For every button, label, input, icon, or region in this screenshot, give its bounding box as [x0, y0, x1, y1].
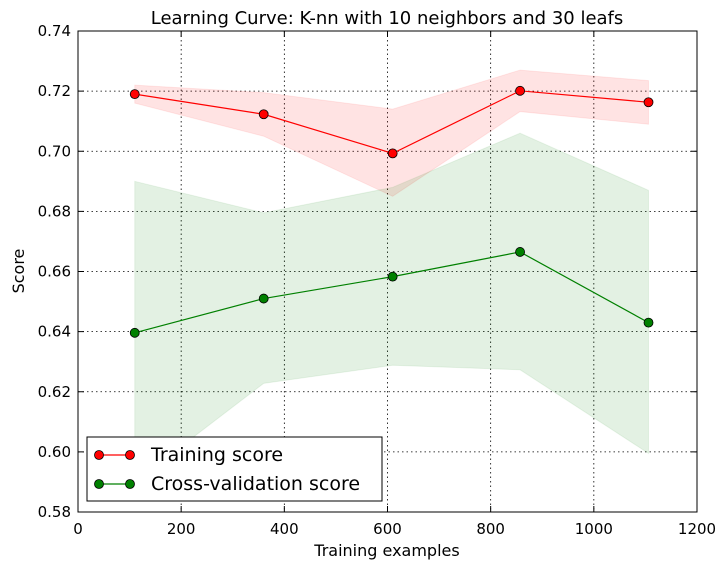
legend-marker-training [94, 450, 104, 460]
grid-lines [78, 31, 697, 512]
confidence-bands [134, 69, 650, 483]
x-tick-label: 800 [476, 520, 505, 538]
cross-validation-score-point [515, 247, 525, 257]
legend-box [86, 436, 383, 502]
axis-ticks: 0 200 400 600 800 1000 1200 0.58 0.60 0.62 0.64 0.6… [38, 22, 717, 538]
training-score-point [129, 89, 140, 100]
cross-validation-score-point [258, 293, 269, 304]
training-score-point [515, 85, 525, 96]
x-tick-label: 400 [270, 520, 299, 538]
legend-label-cross-validation: Cross-validation score [151, 473, 360, 495]
training-score-band [134, 69, 650, 197]
y-tick-label: 0.64 [38, 323, 71, 341]
y-tick-label: 0.66 [38, 263, 71, 281]
y-tick-label: 0.72 [38, 82, 71, 100]
legend: Training score Cross-validation score [86, 436, 383, 502]
cross-validation-score-point [387, 271, 398, 282]
legend-marker-cross-validation [125, 479, 135, 489]
series-points [129, 85, 654, 338]
y-tick-label: 0.58 [38, 503, 71, 521]
legend-marker-training [125, 450, 135, 460]
y-tick-label: 0.74 [38, 22, 71, 40]
x-tick-label: 200 [167, 520, 196, 538]
y-tick-label: 0.60 [38, 443, 71, 461]
x-tick-label: 1200 [678, 520, 716, 538]
training-score-point [258, 109, 269, 120]
x-tick-label: 600 [373, 520, 402, 538]
chart-title: Learning Curve: K-nn with 10 neighbors a… [151, 8, 624, 29]
cross-validation-score-point [129, 327, 140, 338]
x-tick-label: 0 [73, 520, 83, 538]
x-axis-title: Training examples [313, 541, 459, 560]
y-tick-label: 0.68 [38, 202, 71, 220]
y-tick-label: 0.70 [38, 142, 71, 160]
cross-validation-score-band [134, 132, 650, 483]
y-tick-label: 0.62 [38, 383, 71, 401]
legend-marker-cross-validation [94, 479, 104, 489]
y-axis-title: Score [9, 249, 28, 294]
training-score-point [387, 148, 398, 159]
training-score-point [643, 97, 654, 108]
x-tick-label: 1000 [575, 520, 613, 538]
cross-validation-score-point [643, 317, 654, 328]
legend-label-training: Training score [150, 444, 283, 466]
